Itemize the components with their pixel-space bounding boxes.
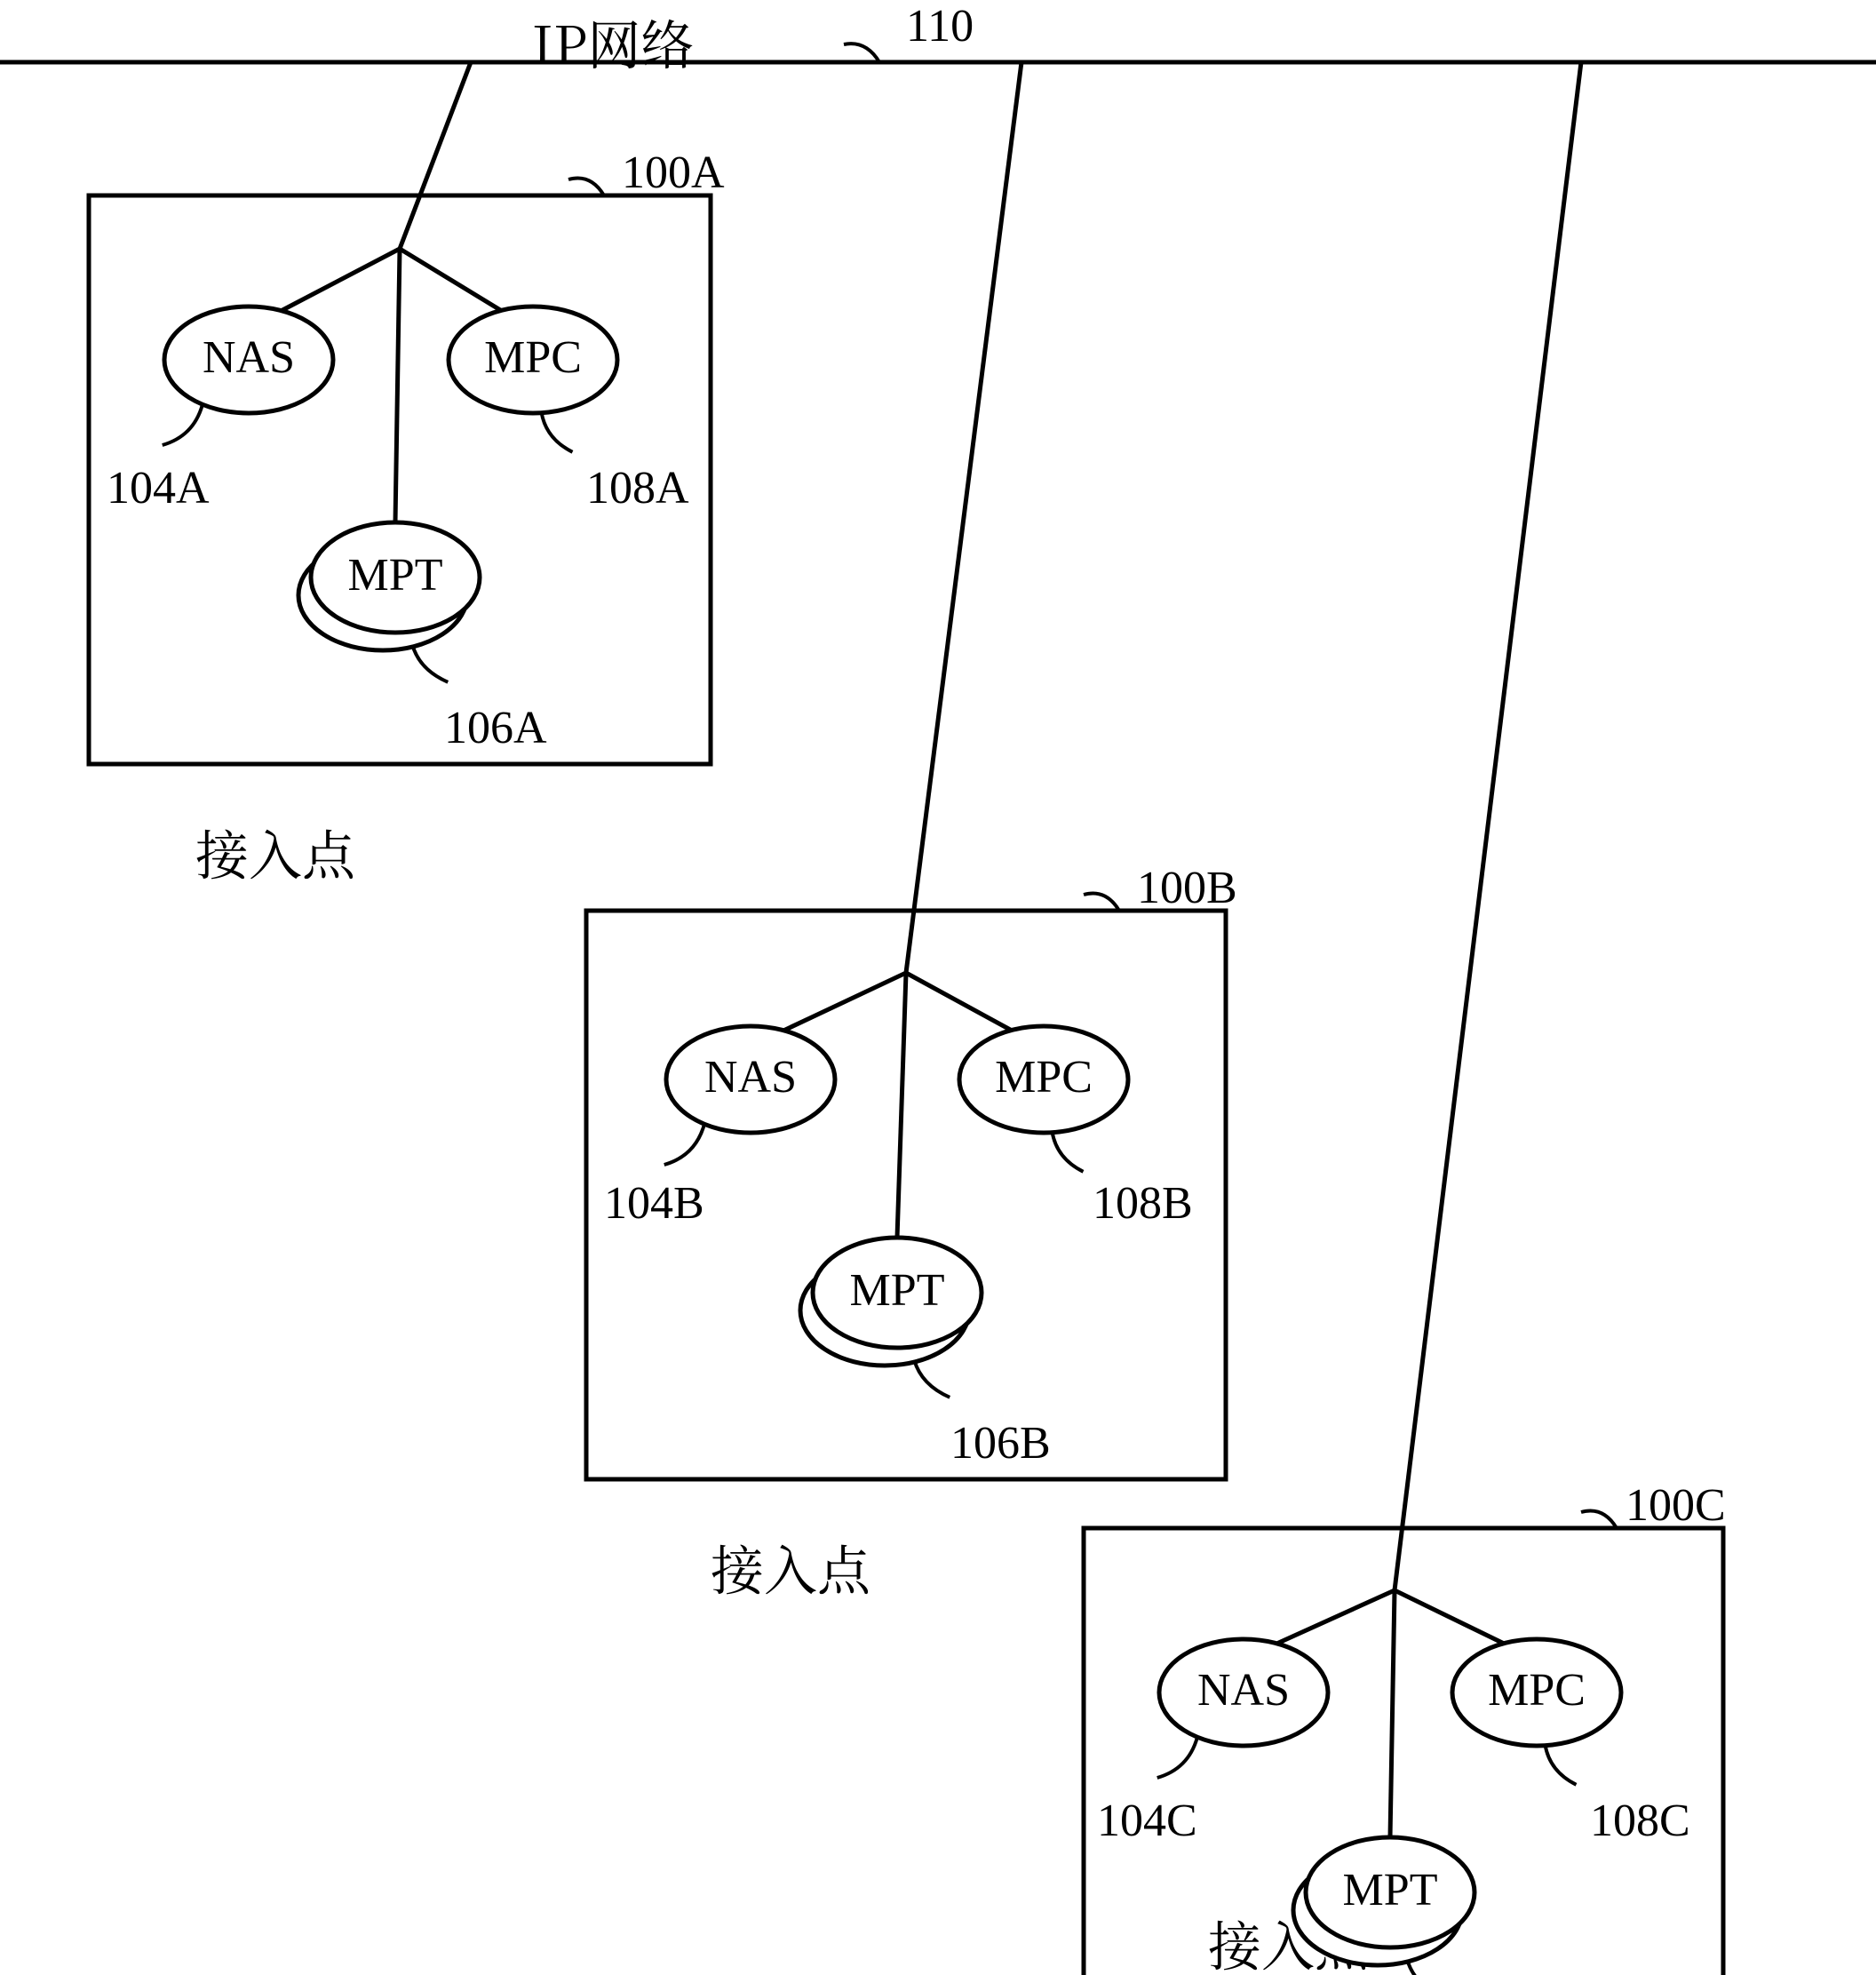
mpc-callout-A: 108A bbox=[586, 463, 689, 514]
branch-mpt-A bbox=[395, 249, 400, 522]
box-callout-A: 100A bbox=[622, 147, 725, 198]
mpc-label-C: MPC bbox=[1488, 1665, 1586, 1716]
box-callout-tick-B bbox=[1084, 893, 1119, 911]
mpt-label-A: MPT bbox=[348, 550, 443, 601]
branch-nas-A bbox=[274, 249, 401, 315]
branch-mpt-C bbox=[1390, 1590, 1395, 1837]
mpc-label-A: MPC bbox=[484, 332, 582, 383]
branch-mpc-A bbox=[400, 249, 508, 315]
drop-line-2 bbox=[1395, 62, 1581, 1590]
mpc-callout-C: 108C bbox=[1590, 1796, 1690, 1846]
ap-caption-B: 接入点 bbox=[711, 1529, 871, 1605]
mpt-label-B: MPT bbox=[850, 1265, 945, 1316]
mpc-callout-tick-B bbox=[1053, 1132, 1084, 1172]
nas-callout-tick-B bbox=[664, 1125, 704, 1165]
nas-label-A: NAS bbox=[203, 332, 295, 383]
branch-nas-B bbox=[776, 973, 907, 1034]
nas-callout-tick-C bbox=[1157, 1738, 1197, 1778]
mpt-callout-A: 106A bbox=[444, 703, 547, 753]
branch-mpc-B bbox=[906, 973, 1019, 1034]
branch-mpc-C bbox=[1395, 1590, 1512, 1647]
mpc-callout-tick-C bbox=[1546, 1745, 1577, 1785]
box-callout-tick-A bbox=[568, 178, 604, 195]
nas-callout-A: 104A bbox=[107, 463, 210, 514]
mpt-label-C: MPT bbox=[1343, 1865, 1438, 1915]
branch-nas-C bbox=[1269, 1590, 1395, 1647]
diagram-title: IP网络 bbox=[532, 4, 695, 80]
box-callout-C: 100C bbox=[1626, 1480, 1726, 1531]
mpt-callout-B: 106B bbox=[950, 1418, 1051, 1469]
drop-line-0 bbox=[400, 62, 471, 249]
mpt-callout-tick-A bbox=[412, 645, 448, 682]
nas-callout-tick-A bbox=[163, 405, 203, 445]
nas-callout-C: 104C bbox=[1097, 1796, 1197, 1846]
box-callout-tick-C bbox=[1581, 1510, 1617, 1528]
nas-label-B: NAS bbox=[704, 1052, 797, 1103]
mpt-callout-tick-B bbox=[914, 1360, 950, 1398]
mpc-callout-B: 108B bbox=[1093, 1178, 1193, 1229]
box-callout-B: 100B bbox=[1137, 863, 1237, 913]
backbone-callout: 110 bbox=[906, 1, 974, 52]
nas-label-C: NAS bbox=[1197, 1665, 1290, 1716]
network-diagram: IP网络 110 100A 接入点 NAS 104A MPC 108A MPT 106A 100B 接… bbox=[0, 0, 1876, 1975]
ap-caption-A: 接入点 bbox=[195, 814, 356, 890]
nas-callout-B: 104B bbox=[604, 1178, 704, 1229]
drop-line-1 bbox=[906, 62, 1021, 973]
branch-mpt-B bbox=[897, 973, 906, 1238]
mpc-callout-tick-A bbox=[542, 412, 573, 452]
mpc-label-B: MPC bbox=[995, 1052, 1093, 1103]
backbone-callout-tick bbox=[844, 44, 879, 62]
